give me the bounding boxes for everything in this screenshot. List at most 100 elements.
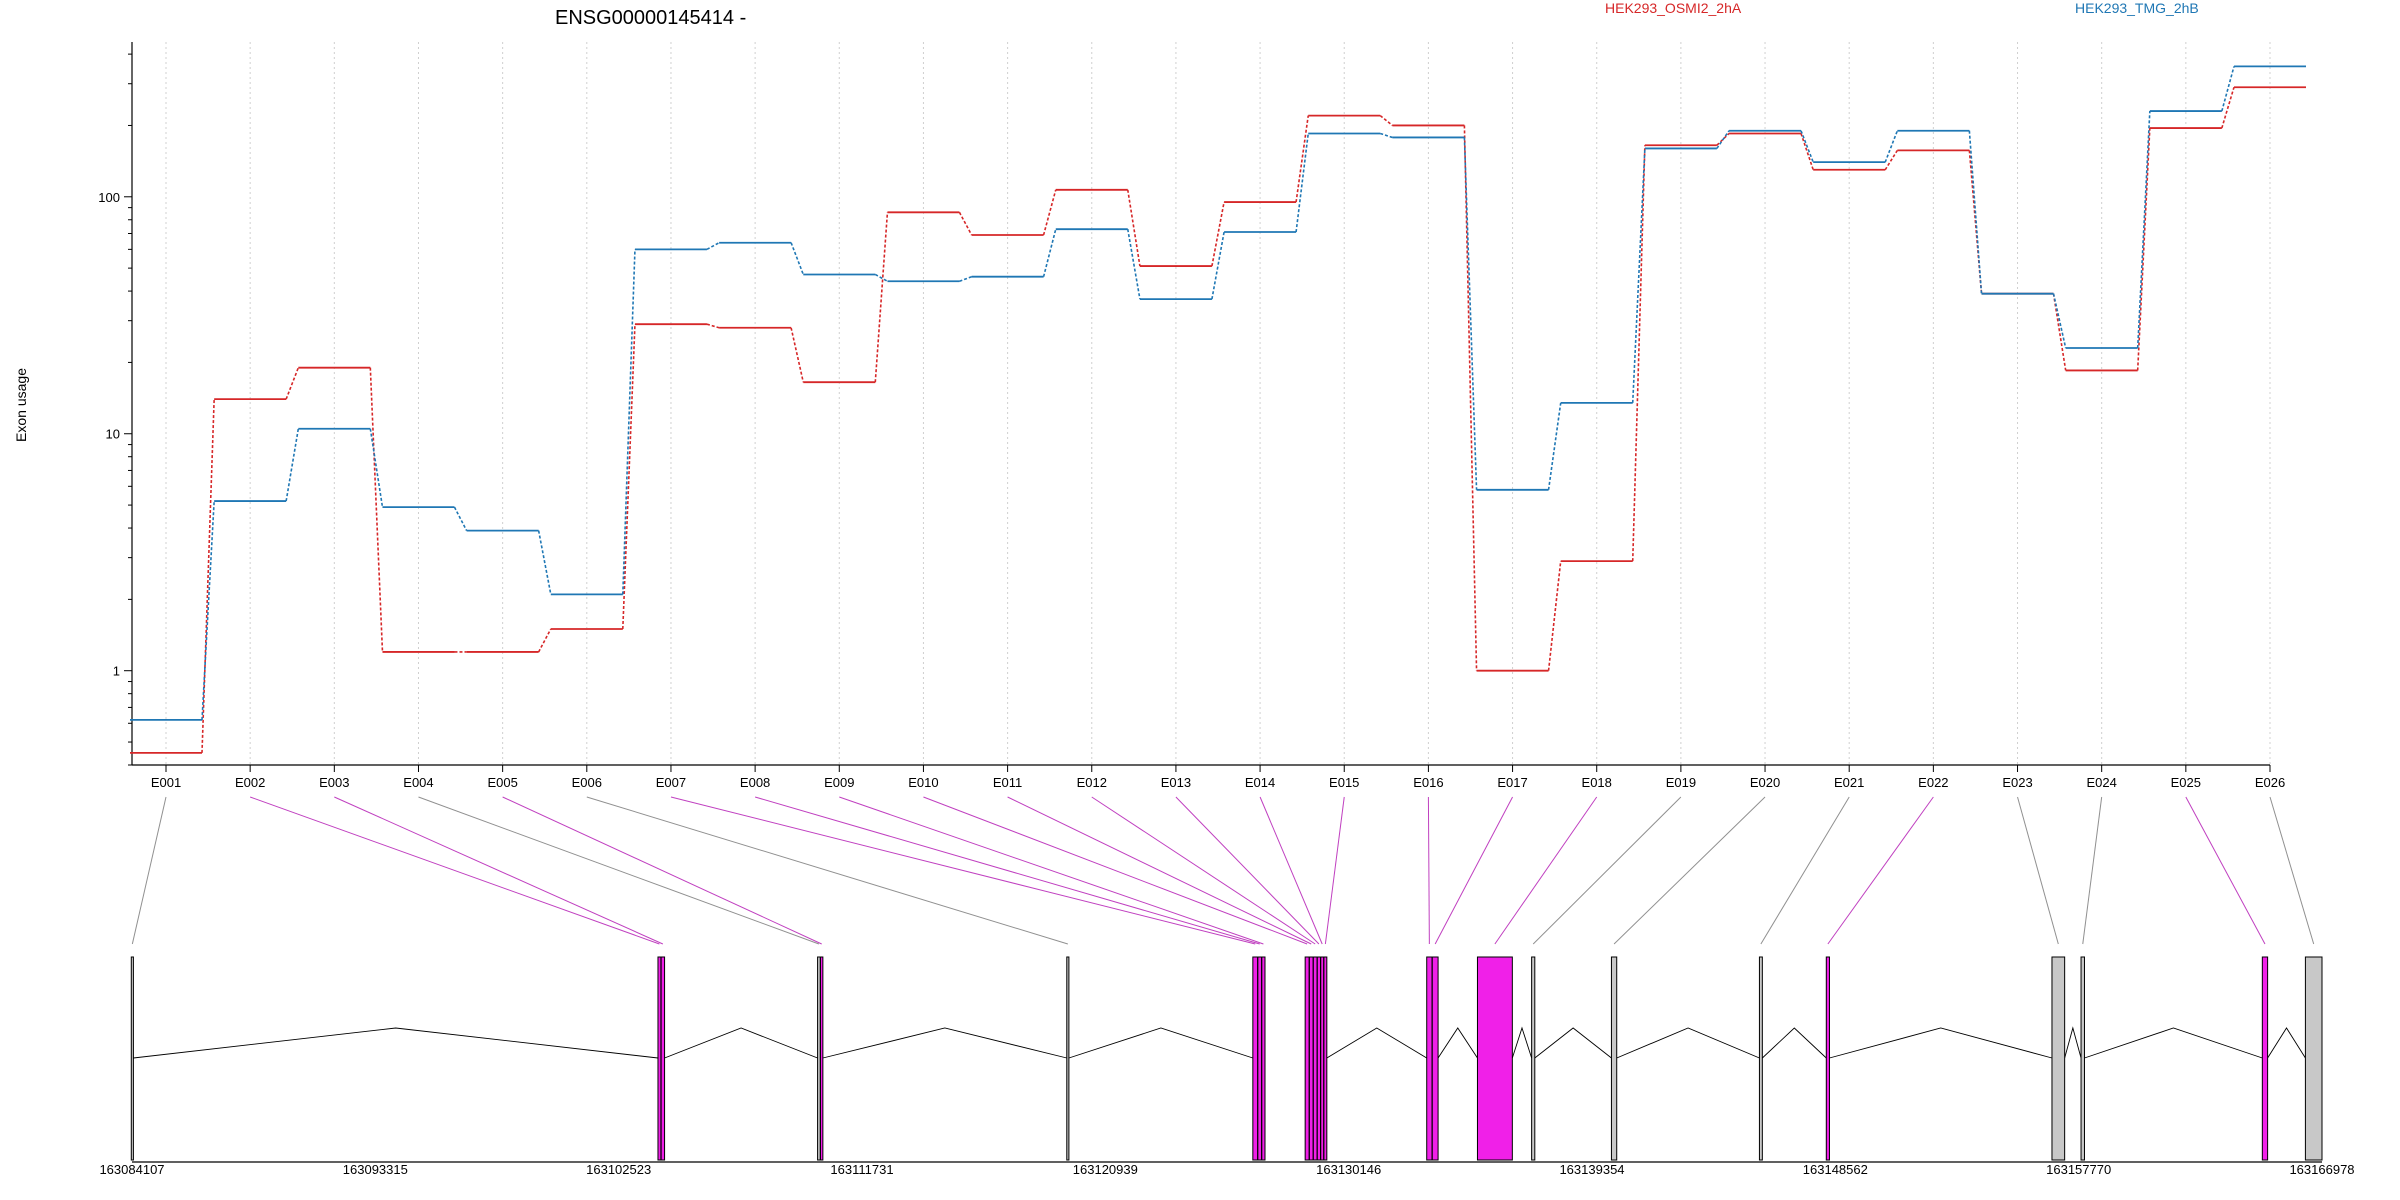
x-tick-label-e005: E005 <box>487 775 517 790</box>
series-1-connector <box>369 367 384 652</box>
coordinate-label: 163102523 <box>586 1162 651 1177</box>
y-tick-label: 10 <box>106 427 120 442</box>
series-1-connector <box>1631 145 1646 562</box>
series-2-connector <box>537 530 552 595</box>
series-1-connector <box>2221 86 2235 129</box>
x-tick-label-e013: E013 <box>1161 775 1191 790</box>
exon-e020 <box>1610 956 1618 1161</box>
intron-line <box>1616 1027 1760 1059</box>
intron-line <box>1326 1027 1427 1059</box>
series-2-connector <box>1211 231 1225 300</box>
exon-connector <box>2082 796 2103 945</box>
gene-model: 163084107 163093315 163102523 163111731 1631… <box>99 796 2355 1177</box>
series-2-connector <box>369 428 384 508</box>
exon-e014 <box>1320 956 1325 1161</box>
plot-area: 1 10 100 E001 E002 E003 E004 E005 E006 E007 E008 E0… <box>98 42 2306 790</box>
exon-connector <box>1434 796 1514 945</box>
exon-connector <box>2017 796 2059 945</box>
y-tick-label: 1 <box>113 664 120 679</box>
exon-connector <box>1827 796 1934 945</box>
series-1-connector <box>1463 125 1478 671</box>
x-tick-label-e021: E021 <box>1834 775 1864 790</box>
x-tick-label-e007: E007 <box>656 775 686 790</box>
intron-line <box>2267 1027 2306 1059</box>
coordinate-label: 163120939 <box>1073 1162 1138 1177</box>
coordinate-label: 163111731 <box>830 1162 893 1177</box>
exon-e006 <box>1066 956 1070 1161</box>
series-2-connector <box>2136 111 2151 349</box>
series-1-connector <box>1295 115 1310 203</box>
exon-e017 <box>1431 956 1439 1161</box>
coordinate-label: 163093315 <box>343 1162 408 1177</box>
series-2-connector <box>1884 130 1899 163</box>
exon-e008 <box>1257 956 1263 1161</box>
series-1-connector <box>1379 115 1393 127</box>
exon-e001 <box>130 956 134 1161</box>
coordinate-label: 163166978 <box>2289 1162 2354 1177</box>
series-1-connector <box>537 628 552 653</box>
coordinate-label: 163130146 <box>1316 1162 1381 1177</box>
intron-line <box>1762 1027 1827 1059</box>
series-1-connector <box>1800 133 1814 171</box>
exon-e015 <box>1323 956 1328 1161</box>
exon-e024 <box>2080 956 2085 1161</box>
exon-e004 <box>817 956 821 1161</box>
series-2-connector <box>1800 130 1814 163</box>
series-2-connector <box>1042 228 1057 277</box>
series-1-connector <box>1716 132 1730 146</box>
series-2-connector <box>1379 132 1393 139</box>
x-tick-label-e016: E016 <box>1413 775 1443 790</box>
exon-e019 <box>1531 956 1536 1161</box>
x-tick-label-e015: E015 <box>1329 775 1359 790</box>
series-2-connector <box>1631 148 1646 403</box>
series-2-connector <box>2221 66 2235 112</box>
exon-connector <box>1175 796 1320 945</box>
exon-connector <box>1494 796 1598 945</box>
intron-line <box>664 1027 818 1059</box>
x-tick-label-e012: E012 <box>1077 775 1107 790</box>
series-2-connector <box>1968 130 1983 294</box>
x-tick-label-e008: E008 <box>740 775 770 790</box>
series-2-connector <box>201 500 215 720</box>
exon-e023 <box>2051 956 2066 1161</box>
series-1-connector <box>2052 293 2067 371</box>
series-1-connector <box>285 367 300 400</box>
exon-e013 <box>1316 956 1321 1161</box>
exon-e010 <box>1304 956 1310 1161</box>
exon-connector <box>1760 796 1850 945</box>
exon-e009 <box>1261 956 1266 1161</box>
exon-connector <box>2269 796 2315 945</box>
series-2-connector <box>790 242 805 275</box>
x-tick-label-e022: E022 <box>1918 775 1948 790</box>
legend-series-2: HEK293_TMG_2hB <box>2075 0 2199 16</box>
series-1-connector <box>201 399 215 753</box>
chart-title: ENSG00000145414 - <box>555 7 746 29</box>
exon-e025 <box>2261 956 2269 1161</box>
x-tick-label-e002: E002 <box>235 775 265 790</box>
exon-connector <box>1259 796 1323 945</box>
exon-e005 <box>819 956 824 1161</box>
x-tick-label-e020: E020 <box>1750 775 1780 790</box>
series-2-connector <box>706 242 720 251</box>
intron-line <box>1829 1027 2053 1059</box>
x-tick-label-e003: E003 <box>319 775 349 790</box>
series-2-connector <box>1716 130 1730 149</box>
series-1-connector <box>622 324 636 630</box>
series-1-connector <box>874 212 889 383</box>
y-axis-label: Exon usage <box>13 368 29 442</box>
exon-connector <box>923 796 1308 945</box>
exon-connector <box>670 796 1256 945</box>
coordinate-label: 163148562 <box>1803 1162 1868 1177</box>
exon-e007 <box>1252 956 1259 1161</box>
exon-e002 <box>657 956 662 1161</box>
x-tick-label-e023: E023 <box>2002 775 2032 790</box>
legend-series-1: HEK293_OSMI2_2hA <box>1605 0 1742 16</box>
x-tick-label-e001: E001 <box>151 775 181 790</box>
x-tick-label-e011: E011 <box>993 775 1022 790</box>
x-tick-label-e014: E014 <box>1245 775 1275 790</box>
exon-connector <box>586 796 1068 945</box>
series-1-connector <box>1547 561 1562 671</box>
exon-e016 <box>1426 956 1433 1161</box>
series-1-connector <box>2136 128 2151 371</box>
